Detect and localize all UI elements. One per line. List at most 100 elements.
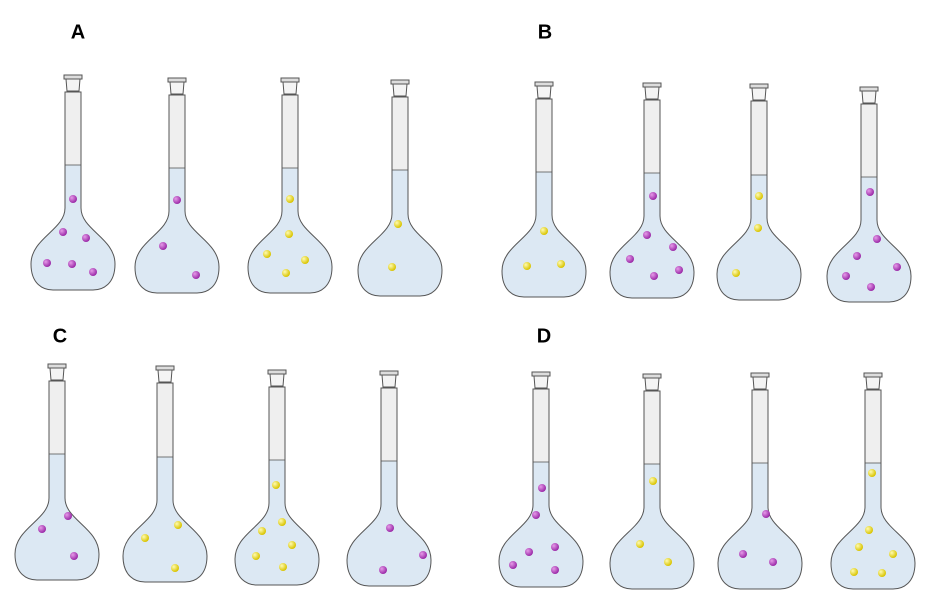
- particle: [853, 252, 861, 260]
- particle: [68, 260, 76, 268]
- flask-outline: [609, 99, 695, 299]
- liquid: [718, 463, 802, 589]
- funnel: [865, 376, 881, 390]
- flask-outline: [498, 388, 584, 588]
- particle: [769, 558, 777, 566]
- particle: [258, 527, 266, 535]
- particle: [525, 548, 533, 556]
- stopper: [642, 82, 662, 88]
- flask-outline: [134, 94, 220, 294]
- panel-label: A: [71, 21, 85, 43]
- particle: [636, 540, 644, 548]
- flask: [247, 77, 333, 294]
- particle: [301, 256, 309, 264]
- particle: [285, 230, 293, 238]
- liquid: [831, 463, 915, 589]
- particle: [540, 227, 548, 235]
- funnel: [65, 78, 81, 92]
- particle: [263, 250, 271, 258]
- flask: [826, 86, 912, 303]
- particle: [649, 477, 657, 485]
- particle: [282, 269, 290, 277]
- particle: [643, 231, 651, 239]
- particle: [173, 196, 181, 204]
- particle: [867, 283, 875, 291]
- particle: [59, 228, 67, 236]
- flask: [716, 83, 802, 301]
- stopper: [155, 365, 175, 371]
- flasks: [14, 74, 916, 590]
- particle: [89, 268, 97, 276]
- particle: [532, 511, 540, 519]
- particle: [286, 195, 294, 203]
- funnel: [644, 86, 660, 100]
- funnel: [169, 81, 185, 95]
- liquid: [358, 170, 442, 296]
- flask: [346, 370, 432, 587]
- funnel: [392, 83, 408, 97]
- flask: [234, 369, 320, 586]
- flask-outline: [234, 386, 320, 586]
- stopper: [167, 77, 187, 83]
- stopper: [47, 363, 67, 369]
- particle: [69, 195, 77, 203]
- funnel: [644, 377, 660, 391]
- particle: [649, 192, 657, 200]
- particle: [675, 266, 683, 274]
- flask-outline: [826, 103, 912, 303]
- particle: [762, 510, 770, 518]
- particle: [159, 242, 167, 250]
- particle: [866, 188, 874, 196]
- particle: [523, 262, 531, 270]
- particle: [626, 255, 634, 263]
- flask: [30, 74, 116, 291]
- particle: [873, 235, 881, 243]
- particle: [865, 526, 873, 534]
- funnel: [752, 376, 768, 390]
- flask-outline: [346, 387, 432, 587]
- stopper: [379, 370, 399, 376]
- particle: [82, 234, 90, 242]
- particle: [141, 534, 149, 542]
- stopper: [390, 79, 410, 85]
- flask-outline: [717, 389, 803, 590]
- panel-label: B: [538, 21, 552, 43]
- particle: [388, 263, 396, 271]
- particle: [419, 551, 427, 559]
- particle: [272, 481, 280, 489]
- particle: [868, 469, 876, 477]
- flask: [134, 77, 220, 294]
- stopper: [642, 373, 662, 379]
- particle: [551, 543, 559, 551]
- particle: [557, 260, 565, 268]
- funnel: [536, 85, 552, 99]
- particle: [732, 269, 740, 277]
- particle: [43, 259, 51, 267]
- particle: [288, 541, 296, 549]
- stopper: [280, 77, 300, 83]
- liquid: [610, 173, 694, 298]
- flask: [609, 82, 695, 299]
- particle: [386, 524, 394, 532]
- flask-outline: [357, 96, 443, 297]
- stopper: [859, 86, 879, 92]
- particle: [669, 243, 677, 251]
- flask-outline: [30, 91, 116, 291]
- particle: [174, 521, 182, 529]
- liquid: [499, 462, 583, 587]
- funnel: [49, 367, 65, 381]
- funnel: [269, 373, 285, 387]
- funnel: [157, 369, 173, 383]
- particle: [279, 563, 287, 571]
- particle: [893, 263, 901, 271]
- liquid: [135, 168, 219, 293]
- flask: [498, 371, 584, 588]
- stopper: [534, 81, 554, 87]
- particle: [379, 566, 387, 574]
- particle: [664, 558, 672, 566]
- particle: [171, 564, 179, 572]
- funnel: [282, 81, 298, 95]
- flask-outline: [830, 389, 916, 590]
- particle: [755, 192, 763, 200]
